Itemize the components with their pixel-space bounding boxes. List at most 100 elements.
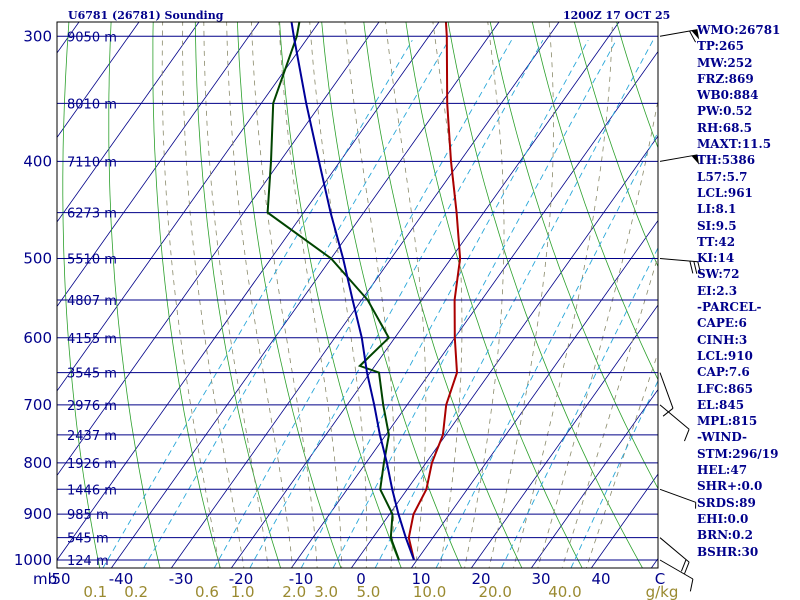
dry-adiabat — [489, 22, 658, 490]
index-item: BSHR:30 — [697, 544, 759, 559]
temperature-tick-label: 0 — [356, 570, 366, 588]
index-item: MW:252 — [697, 55, 753, 70]
isotherm-line — [57, 22, 440, 561]
index-item: LCL:961 — [697, 185, 753, 200]
index-item: KI:14 — [697, 251, 735, 266]
height-level-label: 1926 m — [67, 457, 117, 472]
moist-adiabat — [203, 22, 269, 568]
index-item: SRDS:89 — [697, 495, 756, 510]
mixing-ratio-label: 2.0 — [282, 583, 306, 600]
wind-barb-staff — [659, 404, 690, 430]
wind-barb-staff — [659, 488, 696, 503]
index-item: EHI:0.0 — [697, 511, 749, 526]
isotherm-line — [590, 473, 658, 568]
mixing-ratio-line — [435, 131, 658, 568]
index-item: HEL:47 — [697, 463, 748, 478]
moist-adiabat — [537, 98, 658, 568]
index-item: LFC:865 — [697, 381, 753, 396]
moist-adiabat — [278, 22, 343, 568]
mixing-ratio-line — [300, 39, 589, 568]
wind-barb — [659, 29, 700, 43]
mixing-ratio-label: 10.0 — [413, 583, 446, 600]
wind-barb — [659, 404, 690, 442]
index-item: LI:8.1 — [697, 202, 737, 217]
index-item: CAPE:6 — [697, 316, 747, 331]
height-level-label: 9050 m — [67, 30, 117, 45]
temperature-tick-label: -20 — [229, 570, 254, 588]
pressure-tick-label: 500 — [23, 249, 52, 267]
wind-barb-feather — [683, 561, 690, 575]
index-item: BRN:0.2 — [697, 528, 753, 543]
dry-adiabat — [531, 22, 658, 381]
index-item: EL:845 — [697, 397, 745, 412]
isotherm-line — [57, 22, 200, 223]
isotherm-line — [57, 22, 320, 392]
moist-adiabat — [344, 22, 395, 568]
index-item: RH:68.5 — [697, 120, 752, 135]
height-level-label: 545 m — [67, 532, 109, 547]
dewpoint-line — [266, 22, 400, 561]
dry-adiabat — [574, 22, 658, 268]
wind-barb-staff — [659, 372, 674, 409]
section-parcel: -PARCEL- — [697, 300, 762, 315]
index-item: TH:5386 — [697, 153, 756, 168]
height-level-label: 8010 m — [67, 97, 117, 112]
dry-adiabat — [15, 22, 40, 568]
mixing-ratio-label: 40.0 — [548, 583, 581, 600]
moist-adiabat — [513, 22, 613, 568]
moist-adiabat — [432, 22, 463, 568]
index-item: MAXT:11.5 — [697, 137, 772, 152]
mixing-ratio-line — [249, 39, 544, 568]
isotherm-line — [57, 22, 260, 308]
index-item: TP:265 — [697, 39, 745, 54]
dry-adiabat — [152, 22, 221, 568]
plot-area — [57, 22, 658, 568]
index-item: CINH:3 — [697, 332, 748, 347]
isotherm-line — [170, 22, 560, 568]
index-item: L57:5.7 — [697, 169, 748, 184]
grid-layer — [15, 22, 658, 568]
index-item: EI:2.3 — [697, 283, 738, 298]
moist-adiabat — [488, 22, 554, 568]
mixing-ratio-label: 0.1 — [83, 583, 107, 600]
mixing-ratio-label: 20.0 — [478, 583, 511, 600]
dry-adiabat — [616, 22, 658, 149]
isotherm-line — [57, 22, 140, 139]
wind-barb-feather — [689, 30, 697, 43]
isotherm-line — [110, 22, 500, 568]
moist-adiabat — [251, 22, 318, 568]
parcel-line — [290, 22, 415, 561]
wind-barb-feather — [697, 261, 702, 275]
index-item: WB0:884 — [697, 88, 759, 103]
moist-adiabat — [464, 22, 505, 568]
plot-frame — [56, 21, 659, 569]
index-item: SI:9.5 — [697, 218, 737, 233]
wind-barb — [659, 537, 690, 575]
moist-adiabat — [309, 22, 368, 568]
wind-barb-staff — [659, 559, 694, 580]
moist-adiabat — [226, 22, 294, 568]
wind-barb-staff — [659, 257, 698, 263]
pressure-tick-label: 800 — [23, 454, 52, 472]
moist-adiabat — [385, 22, 427, 568]
dry-adiabat — [447, 22, 643, 568]
wind-barb — [659, 154, 700, 165]
indices-panel: WMO:26781 TP:265 MW:252 FRZ:869 WB0:884 … — [697, 22, 797, 560]
index-item: STM:296/19 — [697, 446, 779, 461]
height-level-label: 5510 m — [67, 252, 117, 267]
temperature-tick-label: 30 — [531, 570, 550, 588]
pressure-tick-label: 600 — [23, 329, 52, 347]
dry-adiabat — [194, 22, 281, 568]
dry-adiabat — [405, 22, 583, 568]
wind-barbs-layer — [659, 29, 702, 592]
wind-barb — [659, 257, 702, 275]
index-item: MPL:815 — [697, 414, 758, 429]
isotherm-line — [410, 219, 658, 568]
station-title: U6781 (26781) Sounding — [68, 9, 224, 22]
height-level-label: 985 m — [67, 508, 109, 523]
mixing-ratio-label: 5.0 — [357, 583, 381, 600]
moist-adiabat — [182, 22, 245, 568]
index-item: LCL:910 — [697, 348, 753, 363]
observation-time: 1200Z 17 OCT 25 — [563, 9, 671, 22]
